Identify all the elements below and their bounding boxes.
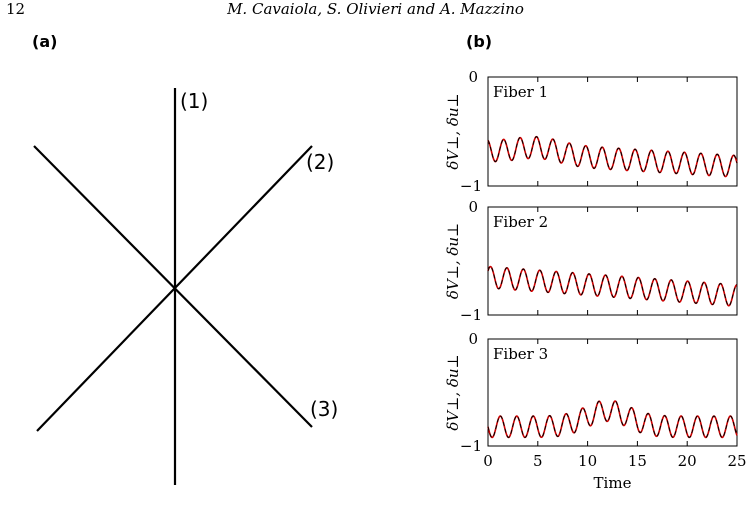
y-tick-label-top: 0 — [468, 330, 478, 348]
y-tick-label-top: 0 — [468, 198, 478, 216]
x-tick-label: 25 — [727, 452, 746, 470]
x-tick-label: 15 — [628, 452, 647, 470]
x-axis-label: Time — [594, 474, 632, 492]
x-tick-label: 10 — [578, 452, 597, 470]
x-tick-label: 5 — [533, 452, 543, 470]
chart-panel-2: 0 −1 δV⊥, δu⊥ Fiber 2 — [444, 198, 738, 324]
y-axis-label: δV⊥, δu⊥ — [444, 354, 462, 430]
y-tick-label-top: 0 — [468, 68, 478, 86]
panel-a-label: (a) — [32, 32, 58, 51]
fiber-annotation: Fiber 2 — [493, 213, 548, 231]
series-solid-line — [487, 265, 738, 307]
y-axis-label: δV⊥, δu⊥ — [444, 93, 462, 169]
fiber-label-2: (2) — [306, 150, 334, 174]
running-head: M. Cavaiola, S. Olivieri and A. Mazzino — [227, 0, 524, 18]
y-tick-label-bottom: −1 — [460, 306, 482, 324]
chart-panel-1: 0 −1 δV⊥, δu⊥ Fiber 1 — [444, 68, 738, 195]
y-tick-label-bottom: −1 — [460, 177, 482, 195]
fiber-line-3 — [33, 145, 313, 428]
fiber-orientation-diagram: (1) (2) (3) — [33, 88, 338, 485]
series-dashed-line — [487, 136, 738, 178]
series-solid-line — [487, 135, 738, 178]
x-tick-label: 20 — [678, 452, 697, 470]
fiber-label-1: (1) — [180, 89, 208, 113]
x-tick-label: 0 — [483, 452, 493, 470]
chart-frame — [487, 206, 738, 316]
fiber-annotation: Fiber 1 — [493, 83, 548, 101]
chart-frame — [487, 338, 738, 447]
fiber-annotation: Fiber 3 — [493, 345, 548, 363]
page-number: 12 — [6, 0, 26, 18]
y-tick-label-bottom: −1 — [460, 437, 482, 455]
y-axis-label: δV⊥, δu⊥ — [444, 223, 462, 299]
fiber-label-3: (3) — [310, 397, 338, 421]
series-dashed-line — [487, 266, 738, 307]
chart-frame — [487, 76, 738, 187]
series-dashed-line — [487, 400, 738, 438]
panel-b-label: (b) — [466, 32, 493, 51]
